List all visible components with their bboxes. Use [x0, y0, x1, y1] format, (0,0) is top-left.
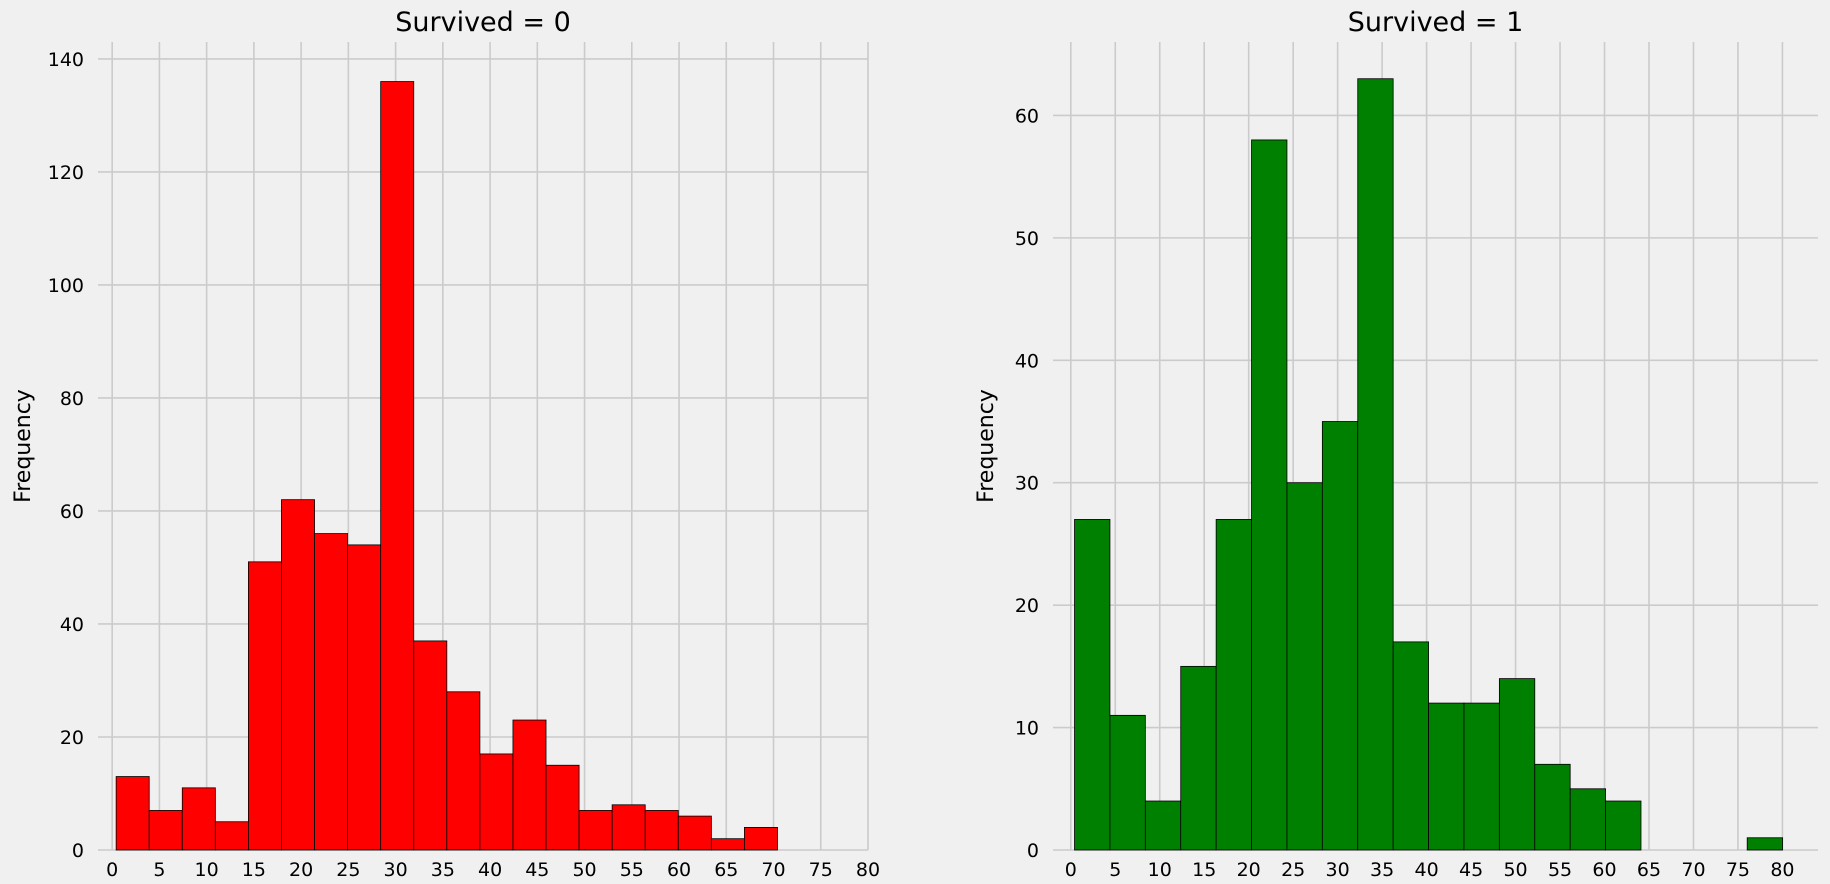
x-tick-label: 65 [1637, 859, 1661, 881]
histogram-bar [248, 561, 282, 851]
histogram-bar [578, 810, 613, 851]
histogram-bar [1286, 482, 1323, 851]
x-tick-label: 30 [384, 859, 408, 881]
y-tick-label: 20 [60, 727, 84, 749]
histogram-bar [347, 544, 382, 851]
histogram-bar [1144, 800, 1182, 851]
histogram-survived-1: 0 5 10 15 20 25 30 35 40 45 50 55 60 65 70 75 80 0 10 20 30 4… [974, 7, 1818, 881]
x-tick-label: 35 [1370, 859, 1394, 881]
y-tick-label: 40 [1015, 350, 1039, 372]
x-tick-label: 15 [242, 859, 266, 881]
y-tick-label: 20 [1015, 595, 1039, 617]
y-tick-label: 40 [60, 614, 84, 636]
histogram-bar [1534, 763, 1571, 851]
y-tick-label: 0 [72, 840, 84, 862]
x-tick-label: 40 [1415, 859, 1439, 881]
x-tick-label: 60 [1592, 859, 1616, 881]
histogram-bar [479, 753, 514, 851]
chart-title: Survived = 0 [395, 7, 571, 38]
chart-title: Survived = 1 [1348, 7, 1524, 38]
histogram-bar [1180, 665, 1217, 851]
y-tick-label: 60 [1015, 105, 1039, 127]
x-tick-label: 5 [1109, 859, 1121, 881]
y-tick-label: 10 [1015, 718, 1039, 740]
histogram-survived-0: 0 5 10 15 20 25 30 35 40 45 50 55 60 65 70 75 80 0 20 40 60 8… [11, 7, 880, 881]
x-tick-label: 25 [1281, 859, 1305, 881]
histogram-bar [744, 826, 778, 851]
histogram-bar [1463, 702, 1500, 851]
x-tick-label: 80 [1770, 859, 1794, 881]
histogram-bar [512, 719, 547, 851]
x-tick-label: 20 [1237, 859, 1261, 881]
x-tick-label: 60 [667, 859, 691, 881]
x-tick-label: 80 [856, 859, 880, 881]
y-tick-label: 80 [60, 388, 84, 410]
x-tick-label: 70 [761, 859, 785, 881]
histogram-bar [214, 821, 249, 851]
y-axis-label: Frequency [974, 389, 999, 503]
histogram-bar [115, 776, 150, 851]
x-tick-label: 75 [1726, 859, 1750, 881]
histogram-bar [1215, 519, 1252, 851]
x-tick-label: 40 [478, 859, 502, 881]
y-tick-label: 120 [48, 162, 84, 184]
histogram-bar [380, 81, 415, 851]
y-tick-label: 0 [1027, 840, 1039, 862]
y-tick-label: 60 [60, 501, 84, 523]
histogram-bar [1605, 800, 1642, 851]
x-tick-label: 45 [525, 859, 549, 881]
histogram-bar [644, 810, 679, 851]
histogram-bar [1428, 702, 1465, 851]
histogram-bar [677, 815, 712, 851]
histogram-bar [181, 787, 216, 851]
y-tick-label: 140 [48, 49, 84, 71]
x-tick-label: 20 [289, 859, 313, 881]
histogram-bar [545, 764, 580, 851]
histogram-bar [314, 533, 349, 851]
x-tick-label: 25 [336, 859, 360, 881]
y-tick-label: 30 [1015, 473, 1039, 495]
x-tick-label: 50 [1503, 859, 1527, 881]
x-tick-label: 0 [1065, 859, 1077, 881]
x-tick-label: 55 [1548, 859, 1572, 881]
histogram-bar [1746, 837, 1783, 851]
histogram-bar [148, 810, 183, 851]
histogram-bar [1251, 139, 1288, 851]
x-tick-label: 15 [1192, 859, 1216, 881]
histogram-bar [1392, 641, 1429, 851]
x-tick-label: 70 [1681, 859, 1705, 881]
y-axis-label: Frequency [11, 389, 36, 503]
x-tick-label: 75 [809, 859, 833, 881]
x-tick-label: 0 [106, 859, 118, 881]
x-tick-label: 50 [572, 859, 596, 881]
histogram-bar [710, 838, 745, 851]
histogram-bar [1109, 714, 1146, 851]
x-tick-label: 10 [195, 859, 219, 881]
histogram-bar [1074, 519, 1111, 851]
histogram-bar [1357, 78, 1394, 851]
y-tick-label: 50 [1015, 228, 1039, 250]
x-tick-label: 35 [431, 859, 455, 881]
x-tick-label: 10 [1148, 859, 1172, 881]
histogram-bar [413, 640, 448, 851]
histogram-bar [446, 691, 481, 851]
x-tick-label: 65 [714, 859, 738, 881]
histogram-bar [1498, 678, 1536, 851]
histogram-bar [1569, 788, 1606, 851]
x-tick-label: 45 [1459, 859, 1483, 881]
x-tick-label: 30 [1326, 859, 1350, 881]
x-tick-label: 5 [153, 859, 165, 881]
y-tick-label: 100 [48, 275, 84, 297]
histogram-bar [611, 804, 646, 851]
histogram-bar [1321, 421, 1359, 851]
histogram-bar [281, 499, 315, 851]
x-tick-label: 55 [620, 859, 644, 881]
